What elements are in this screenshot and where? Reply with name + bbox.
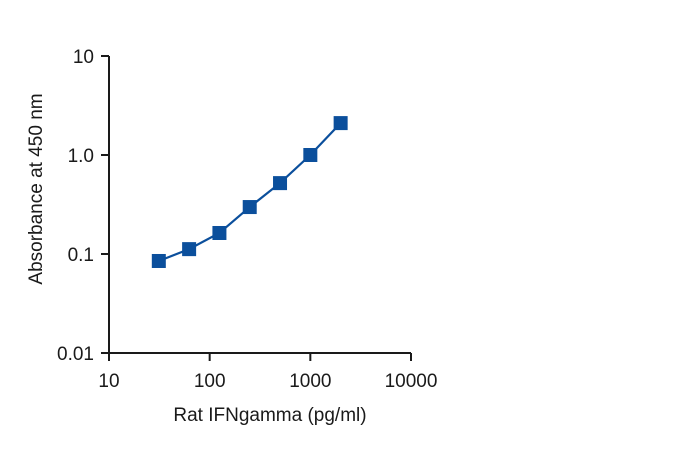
y-ticks: 0.01 0.1 1.0 10 bbox=[57, 47, 109, 365]
data-point-marker bbox=[273, 176, 288, 191]
x-ticks: 10 100 1000 10000 bbox=[98, 353, 437, 392]
y-tick-label: 0.1 bbox=[68, 245, 94, 266]
y-tick-label: 0.01 bbox=[57, 344, 94, 365]
x-tick-label: 1000 bbox=[289, 371, 331, 392]
x-tick-label: 10000 bbox=[385, 371, 438, 392]
y-axis-title: Absorbance at 450 nm bbox=[26, 93, 47, 284]
data-point-marker bbox=[242, 200, 257, 215]
x-tick-label: 100 bbox=[194, 371, 226, 392]
y-tick-label: 1.0 bbox=[68, 146, 94, 167]
data-point-marker bbox=[212, 225, 227, 240]
x-axis-title: Rat IFNgamma (pg/ml) bbox=[173, 405, 366, 426]
y-tick-label: 10 bbox=[73, 47, 94, 68]
series-line bbox=[158, 122, 342, 263]
data-point-marker bbox=[303, 148, 318, 162]
axes bbox=[108, 56, 411, 354]
x-tick-label: 10 bbox=[98, 371, 119, 392]
series-layer bbox=[151, 116, 348, 268]
data-point-marker bbox=[333, 116, 348, 131]
data-point-marker bbox=[151, 253, 166, 268]
data-point-marker bbox=[182, 242, 197, 257]
